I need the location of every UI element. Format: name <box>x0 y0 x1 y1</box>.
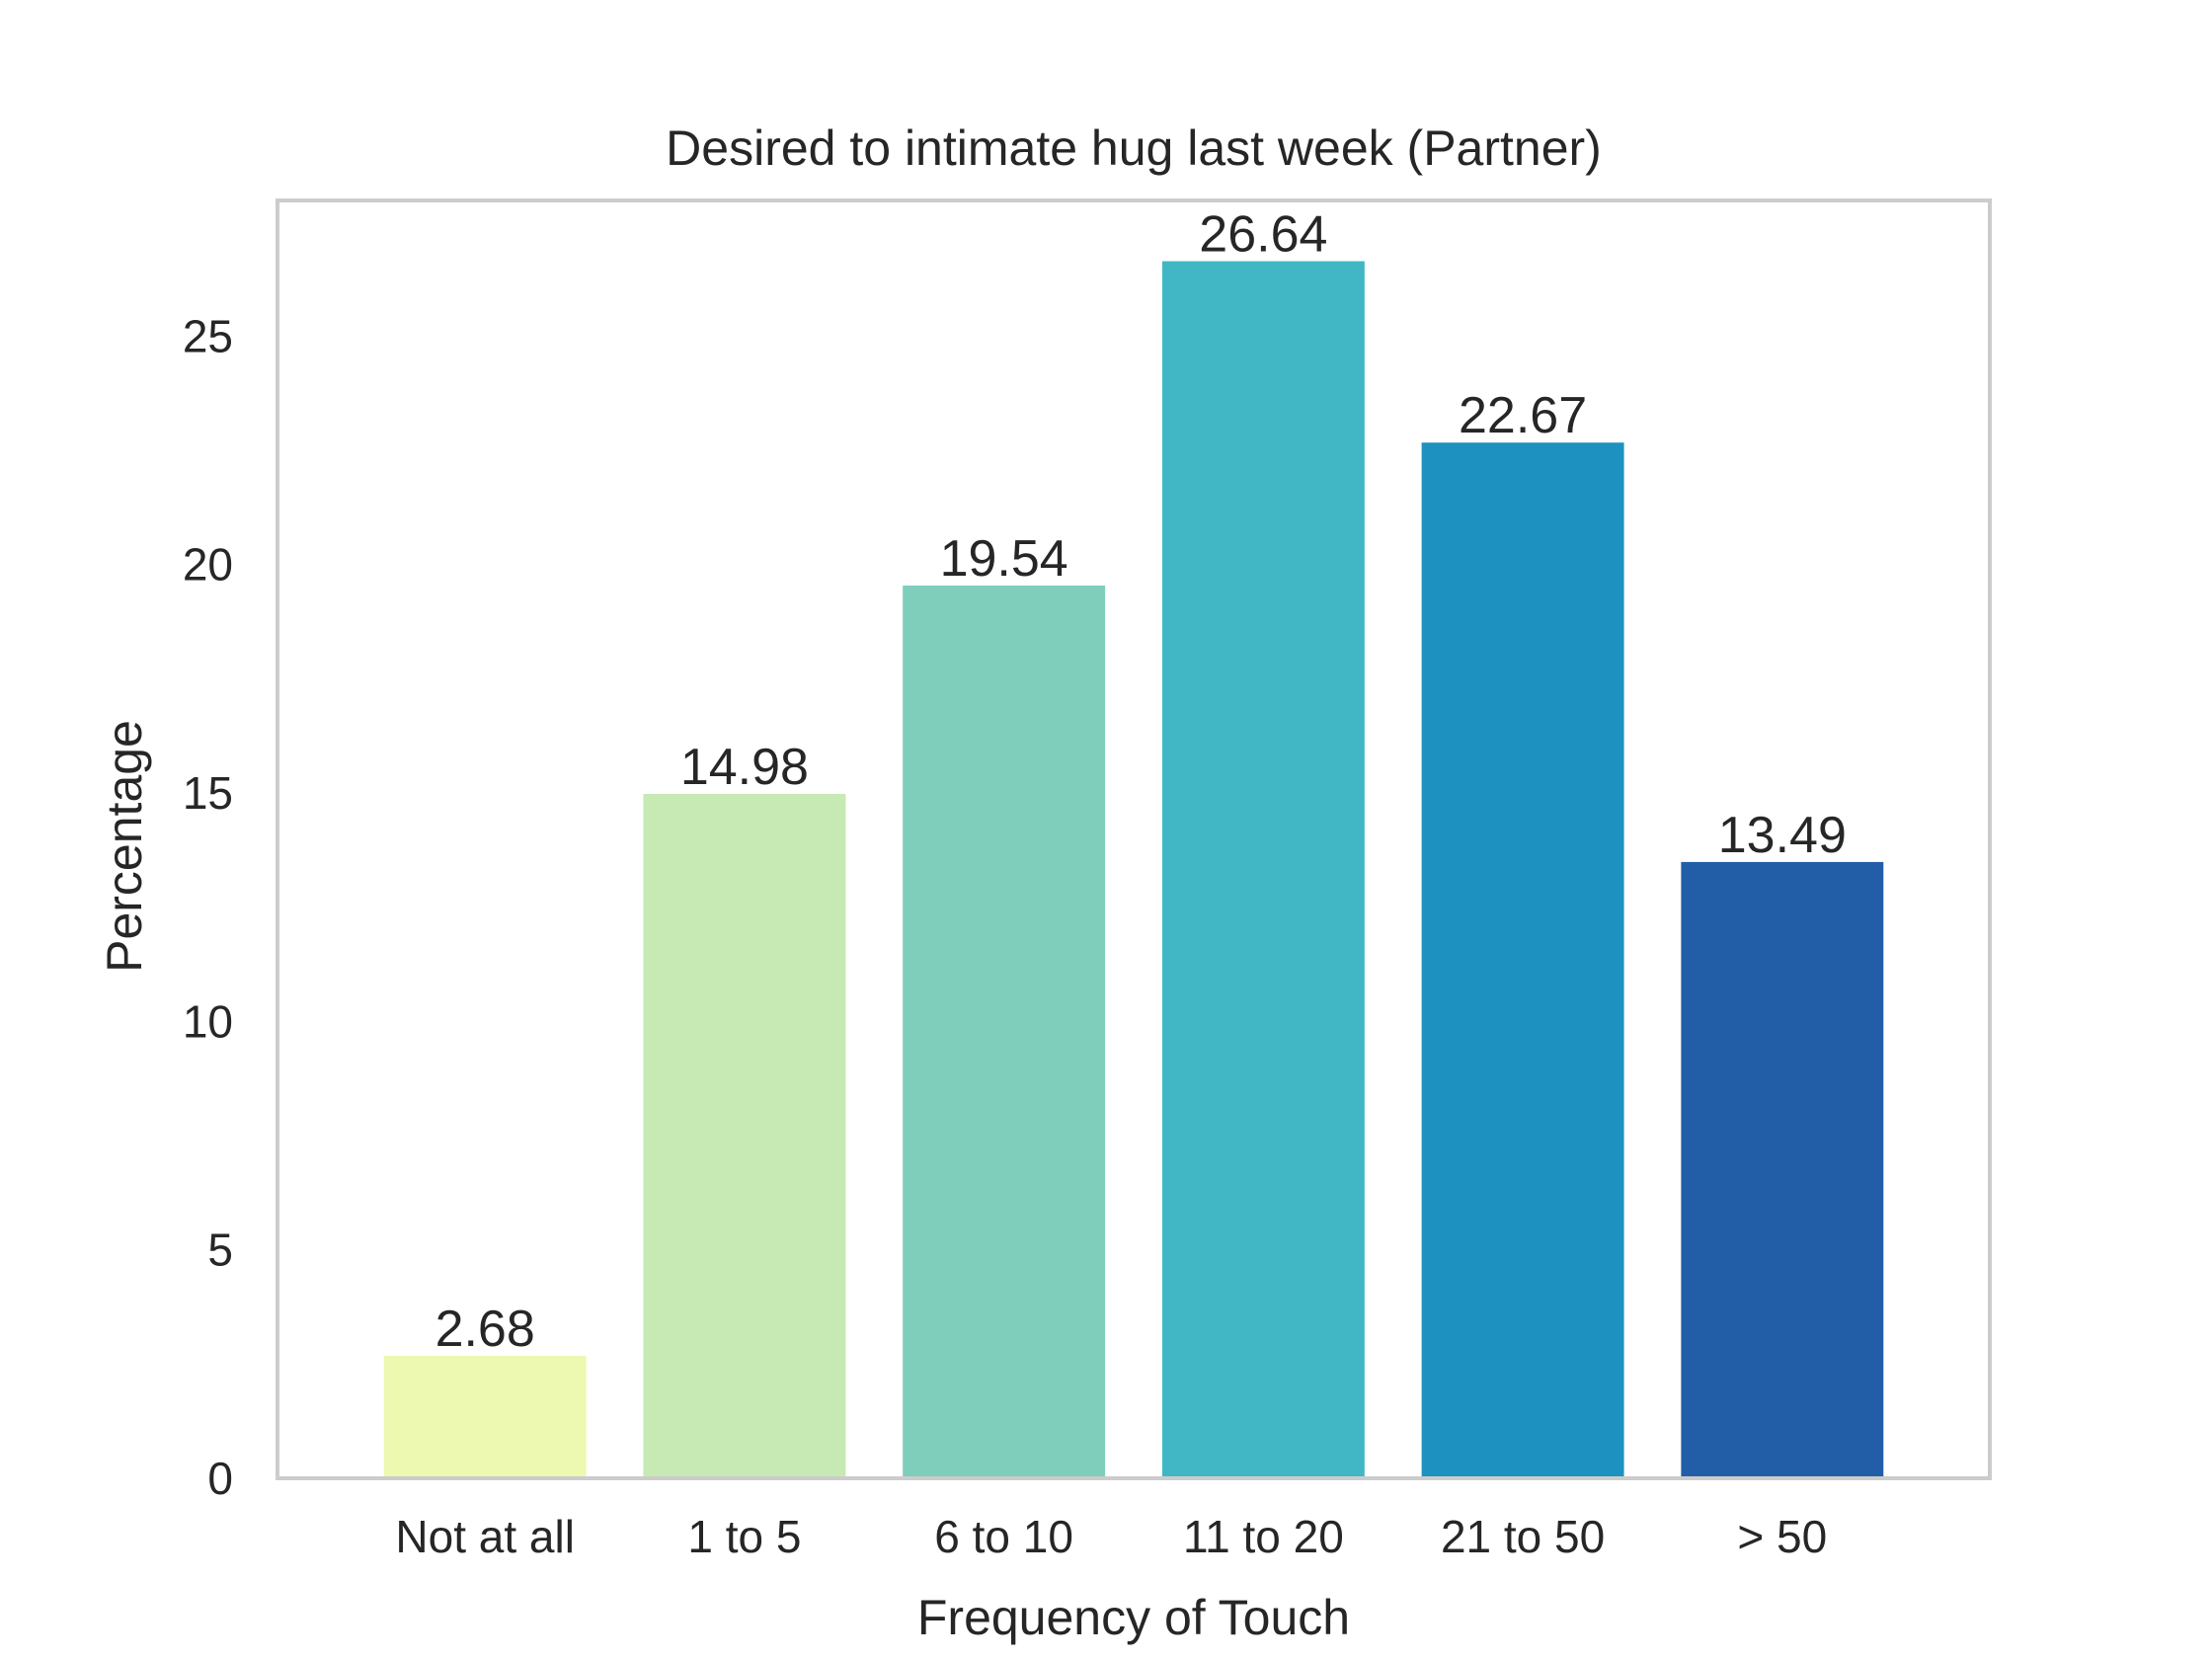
bar-value-labels: 2.68 14.98 19.54 26.64 22.67 13.49 <box>435 206 1847 1358</box>
bar-2 <box>903 586 1106 1478</box>
bar-value-label: 2.68 <box>435 1301 535 1358</box>
x-tick-label: 21 to 50 <box>1441 1511 1605 1562</box>
bar-value-label: 13.49 <box>1718 807 1847 864</box>
x-tick-label: 6 to 10 <box>934 1511 1073 1562</box>
y-tick-label: 15 <box>183 767 233 819</box>
y-tick-label: 5 <box>207 1224 233 1276</box>
bar-value-label: 26.64 <box>1199 206 1327 264</box>
y-tick-label: 0 <box>207 1453 233 1504</box>
x-tick-label: > 50 <box>1737 1511 1827 1562</box>
bar-value-label: 14.98 <box>680 739 809 796</box>
bar-1 <box>643 793 846 1478</box>
bar-5 <box>1681 861 1884 1478</box>
plot-frame <box>276 198 1992 1480</box>
plot-frame-border <box>276 198 1992 1480</box>
y-tick-label: 10 <box>183 995 233 1047</box>
y-axis-title: Percentage <box>97 720 152 973</box>
bar-3 <box>1161 261 1365 1478</box>
bars-layer <box>383 261 1884 1479</box>
bar-4 <box>1421 442 1624 1479</box>
x-tick-label: 1 to 5 <box>687 1511 801 1562</box>
bar-0 <box>383 1356 587 1478</box>
x-axis-ticks: Not at all 1 to 5 6 to 10 11 to 20 21 to 50 >… <box>395 1511 1827 1562</box>
x-tick-label: 11 to 20 <box>1183 1511 1344 1562</box>
chart-title: Desired to intimate hug last week (Partn… <box>666 120 1602 176</box>
bar-value-label: 22.67 <box>1459 387 1587 444</box>
y-tick-label: 25 <box>183 310 233 361</box>
y-tick-label: 20 <box>183 539 233 591</box>
x-tick-label: Not at all <box>395 1511 575 1562</box>
bar-value-label: 19.54 <box>940 530 1068 588</box>
y-axis-ticks: 0 5 10 15 20 25 <box>183 310 233 1504</box>
x-axis-title: Frequency of Touch <box>917 1590 1350 1645</box>
